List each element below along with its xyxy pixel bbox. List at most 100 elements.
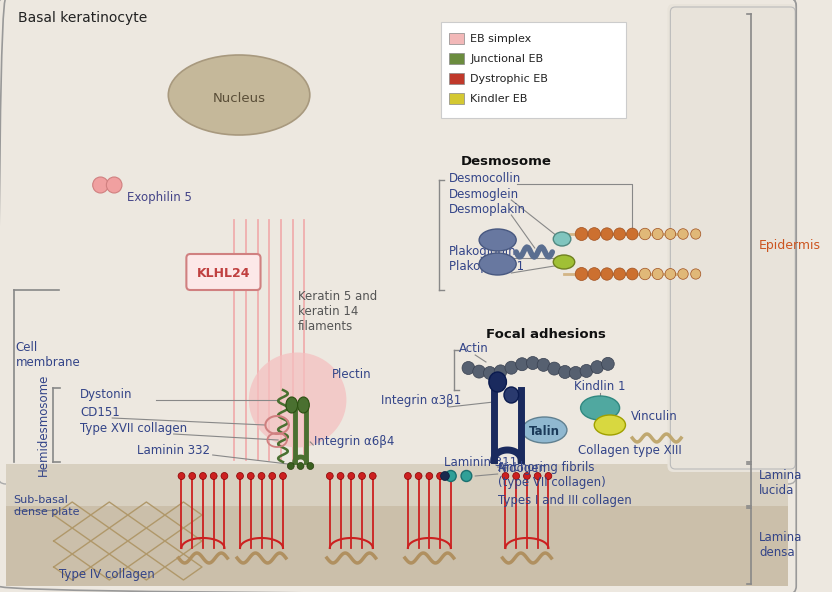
Circle shape [639,229,651,240]
Text: Keratin 5 and
keratin 14
filaments: Keratin 5 and keratin 14 filaments [298,290,377,333]
Circle shape [534,472,541,480]
Circle shape [247,472,255,480]
Text: Types I and III collagen: Types I and III collagen [498,494,631,507]
Circle shape [569,366,582,379]
Circle shape [601,228,613,240]
Circle shape [527,356,539,369]
Text: Kindlin 1: Kindlin 1 [574,380,626,393]
Circle shape [221,472,228,480]
Circle shape [448,472,454,480]
Circle shape [626,268,638,280]
Text: Sub-basal
dense plate: Sub-basal dense plate [13,495,79,517]
FancyBboxPatch shape [0,0,796,484]
Circle shape [461,471,472,481]
Text: Plakophilin 1: Plakophilin 1 [448,260,524,273]
Circle shape [665,229,676,239]
Circle shape [626,228,638,240]
Bar [448,33,464,44]
Circle shape [269,472,275,480]
Circle shape [548,362,561,375]
Bar [448,73,464,84]
Circle shape [483,366,496,379]
Circle shape [307,462,314,469]
Text: Collagen type XIII: Collagen type XIII [577,444,681,457]
Ellipse shape [504,387,518,403]
Text: Anchoring fibrils
(type VII collagen): Anchoring fibrils (type VII collagen) [498,461,606,489]
Circle shape [513,472,520,480]
Circle shape [523,472,530,480]
Text: Focal adhesions: Focal adhesions [486,328,606,341]
Circle shape [575,227,588,240]
Text: Epidermis: Epidermis [759,239,821,252]
Circle shape [588,228,601,240]
Bar [448,93,464,104]
Circle shape [404,472,411,480]
FancyBboxPatch shape [186,254,260,290]
Circle shape [326,472,334,480]
Text: Hemidesmosome: Hemidesmosome [37,374,49,476]
Circle shape [639,268,651,280]
Ellipse shape [553,255,575,269]
Text: Plakoglobin: Plakoglobin [448,245,517,258]
Ellipse shape [479,229,516,251]
Text: CD151: CD151 [80,406,120,419]
Text: EB simplex: EB simplex [470,34,532,44]
Circle shape [580,365,592,378]
Bar [6,464,789,506]
Circle shape [369,472,376,480]
Circle shape [415,472,422,480]
Ellipse shape [522,417,567,443]
Circle shape [601,268,613,280]
Circle shape [441,471,449,481]
Circle shape [588,268,601,281]
Circle shape [359,472,365,480]
Circle shape [462,362,475,375]
Circle shape [678,269,688,279]
Text: Desmoplakin: Desmoplakin [448,203,526,216]
Circle shape [437,472,443,480]
Ellipse shape [298,397,310,413]
Text: Lamina
lucida: Lamina lucida [759,469,803,497]
Circle shape [258,472,265,480]
Circle shape [602,358,614,371]
Text: KLHL24: KLHL24 [196,266,250,279]
Text: Cell
membrane: Cell membrane [16,341,81,369]
Ellipse shape [479,253,516,275]
Circle shape [691,269,701,279]
Text: Exophilin 5: Exophilin 5 [126,191,191,204]
Circle shape [106,177,122,193]
Circle shape [178,472,185,480]
Text: Integrin α3β1: Integrin α3β1 [380,394,461,407]
Ellipse shape [489,372,507,392]
Circle shape [426,472,433,480]
Circle shape [652,229,663,240]
Text: Dystonin: Dystonin [80,388,132,401]
Text: Talin: Talin [529,424,560,437]
Circle shape [337,472,344,480]
Bar [6,506,789,586]
Circle shape [210,472,217,480]
Text: Basal keratinocyte: Basal keratinocyte [17,11,146,25]
Text: Junctional EB: Junctional EB [470,54,543,64]
Circle shape [502,472,509,480]
Text: Desmocollin: Desmocollin [448,172,521,185]
Ellipse shape [594,415,626,435]
Circle shape [236,472,244,480]
Text: Vinculin: Vinculin [631,410,678,423]
Circle shape [652,268,663,279]
Circle shape [92,177,108,193]
Text: Nidogen: Nidogen [498,462,547,475]
Circle shape [614,268,626,280]
FancyBboxPatch shape [667,4,796,472]
Circle shape [545,472,552,480]
Text: Desmosome: Desmosome [461,155,552,168]
Circle shape [591,361,603,374]
Circle shape [665,269,676,279]
Bar [448,53,464,64]
Circle shape [516,358,528,371]
Text: Laminin 332: Laminin 332 [136,444,210,457]
Text: Plectin: Plectin [332,368,371,381]
Circle shape [189,472,196,480]
Text: Laminin 311: Laminin 311 [444,456,518,469]
Ellipse shape [168,55,310,135]
